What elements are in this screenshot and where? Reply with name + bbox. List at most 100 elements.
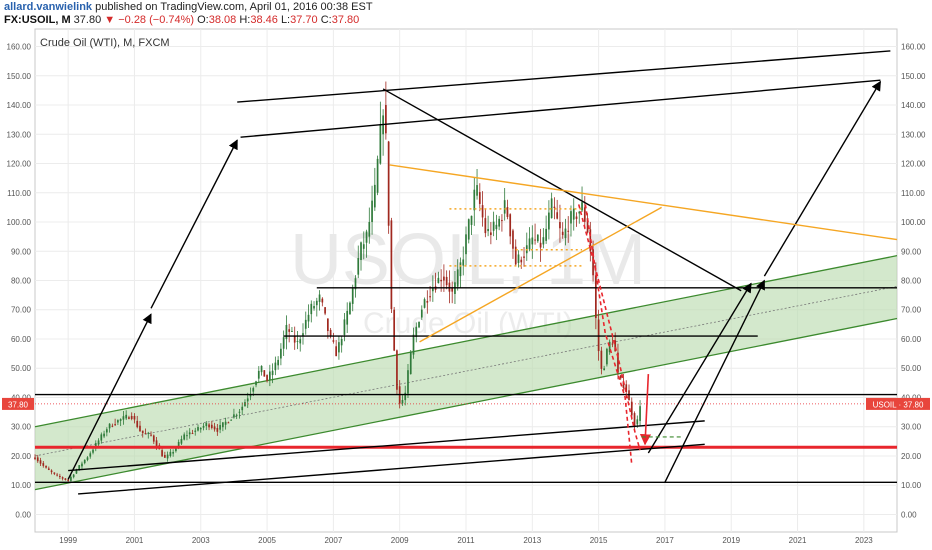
- candle-body: [183, 434, 186, 440]
- candle-body: [304, 319, 307, 329]
- candle-body: [343, 319, 346, 335]
- candle-body: [636, 419, 639, 425]
- high-value: 38.46: [250, 14, 278, 26]
- candle-body: [365, 231, 368, 243]
- candle-body: [194, 430, 197, 432]
- candle-body: [509, 214, 512, 237]
- x-tick-label: 2007: [324, 536, 342, 545]
- candle-body: [338, 342, 340, 353]
- channel-lower-line: [34, 317, 898, 491]
- candle-body: [539, 242, 542, 248]
- candle-body: [222, 422, 224, 428]
- y-tick-label-right: 10.00: [901, 481, 922, 490]
- candle-body: [594, 275, 597, 319]
- y-tick-label-right: 20.00: [901, 452, 922, 461]
- author-link[interactable]: allard.vanwielink: [4, 1, 93, 13]
- candle-body: [202, 425, 205, 428]
- candle-body: [208, 424, 210, 428]
- candle-body: [415, 326, 418, 338]
- y-tick-label-left: 50.00: [11, 364, 32, 373]
- candle-body: [227, 422, 230, 424]
- candle-body: [268, 371, 271, 380]
- candle-body: [56, 474, 58, 476]
- x-tick-label: 2005: [258, 536, 276, 545]
- candle-body: [487, 228, 489, 232]
- candle-body: [235, 414, 238, 416]
- chart-title: Crude Oil (WTI), M, FXCM: [40, 37, 170, 49]
- candle-body: [117, 420, 119, 423]
- candle-body: [186, 435, 188, 437]
- candle-body: [476, 185, 478, 196]
- candle-body: [506, 207, 509, 217]
- candle-body: [327, 318, 329, 332]
- candle-body: [534, 239, 536, 241]
- y-tick-label-right: 140.00: [901, 101, 926, 110]
- candle-body: [346, 310, 349, 325]
- y-tick-label-left: 0.00: [15, 510, 31, 519]
- y-axis-left: 0.0010.0020.0030.0040.0050.0060.0070.008…: [7, 43, 32, 520]
- y-tick-label-right: 0.00: [901, 510, 917, 519]
- x-tick-label: 2011: [457, 536, 475, 545]
- trend-arrow: [647, 282, 752, 454]
- candle-body: [163, 454, 166, 458]
- last-price-label-left: 37.80: [8, 400, 29, 409]
- candle-body: [603, 368, 605, 371]
- x-axis: 1999 2001 2003 2005 2007 2009 2011 2013 2015 2017…: [59, 536, 873, 545]
- candle-body: [617, 352, 619, 373]
- candle-body: [141, 430, 144, 434]
- candle-body: [396, 350, 398, 390]
- low-label: L:: [280, 14, 291, 26]
- candle-body: [354, 278, 357, 290]
- candle-body: [390, 220, 393, 310]
- candle-body: [155, 440, 158, 448]
- candle-body: [199, 427, 202, 430]
- candle-body: [401, 400, 404, 404]
- candle-body: [600, 350, 603, 369]
- last-price: 37.80: [73, 14, 102, 26]
- candle-body: [177, 441, 180, 448]
- candle-body: [465, 234, 467, 255]
- candle-body: [108, 423, 111, 429]
- candle-body: [412, 334, 415, 355]
- trend-line: [237, 50, 891, 103]
- candle-body: [252, 388, 255, 392]
- candle-body: [277, 359, 279, 366]
- candle-body: [340, 338, 343, 346]
- high-label: H:: [239, 14, 251, 26]
- candle-body: [111, 425, 114, 427]
- red-dashed-curve: [584, 204, 633, 465]
- candle-body: [473, 189, 476, 211]
- last-price-tag-left: [2, 397, 34, 410]
- close-value: 37.80: [331, 14, 360, 26]
- candle-body: [570, 211, 572, 224]
- candle-body: [440, 279, 442, 282]
- candle-body: [376, 158, 379, 193]
- price-chart[interactable]: USOIL, 1M Crude Oil (WTI) 0.0010.0020.00…: [0, 28, 932, 550]
- last-price-label-right: USOIL · 37.80: [873, 400, 924, 409]
- candle-body: [75, 469, 78, 474]
- y-tick-label-left: 130.00: [7, 130, 32, 139]
- candle-body: [86, 457, 89, 460]
- candle-body: [72, 474, 75, 478]
- candle-body: [119, 419, 122, 421]
- y-tick-label-left: 10.00: [11, 481, 32, 490]
- candle-body: [451, 288, 454, 292]
- orange-trend-line: [419, 206, 662, 343]
- candle-body: [147, 432, 150, 434]
- candles: [34, 81, 641, 483]
- candle-body: [456, 269, 459, 287]
- x-tick-label: 2003: [192, 536, 210, 545]
- publish-info: published on TradingView.com, April 01, …: [95, 1, 373, 13]
- candle-body: [70, 477, 72, 481]
- y-tick-label-left: 150.00: [7, 72, 32, 81]
- candle-body: [260, 365, 263, 373]
- candle-body: [263, 370, 266, 377]
- candle-body: [293, 336, 296, 343]
- y-tick-label-right: 110.00: [901, 189, 925, 198]
- candle-body: [628, 390, 630, 401]
- candle-body: [335, 346, 338, 357]
- y-tick-label-right: 30.00: [901, 423, 922, 432]
- candle-body: [144, 433, 147, 435]
- trend-arrow: [150, 139, 238, 309]
- candle-body: [625, 384, 628, 392]
